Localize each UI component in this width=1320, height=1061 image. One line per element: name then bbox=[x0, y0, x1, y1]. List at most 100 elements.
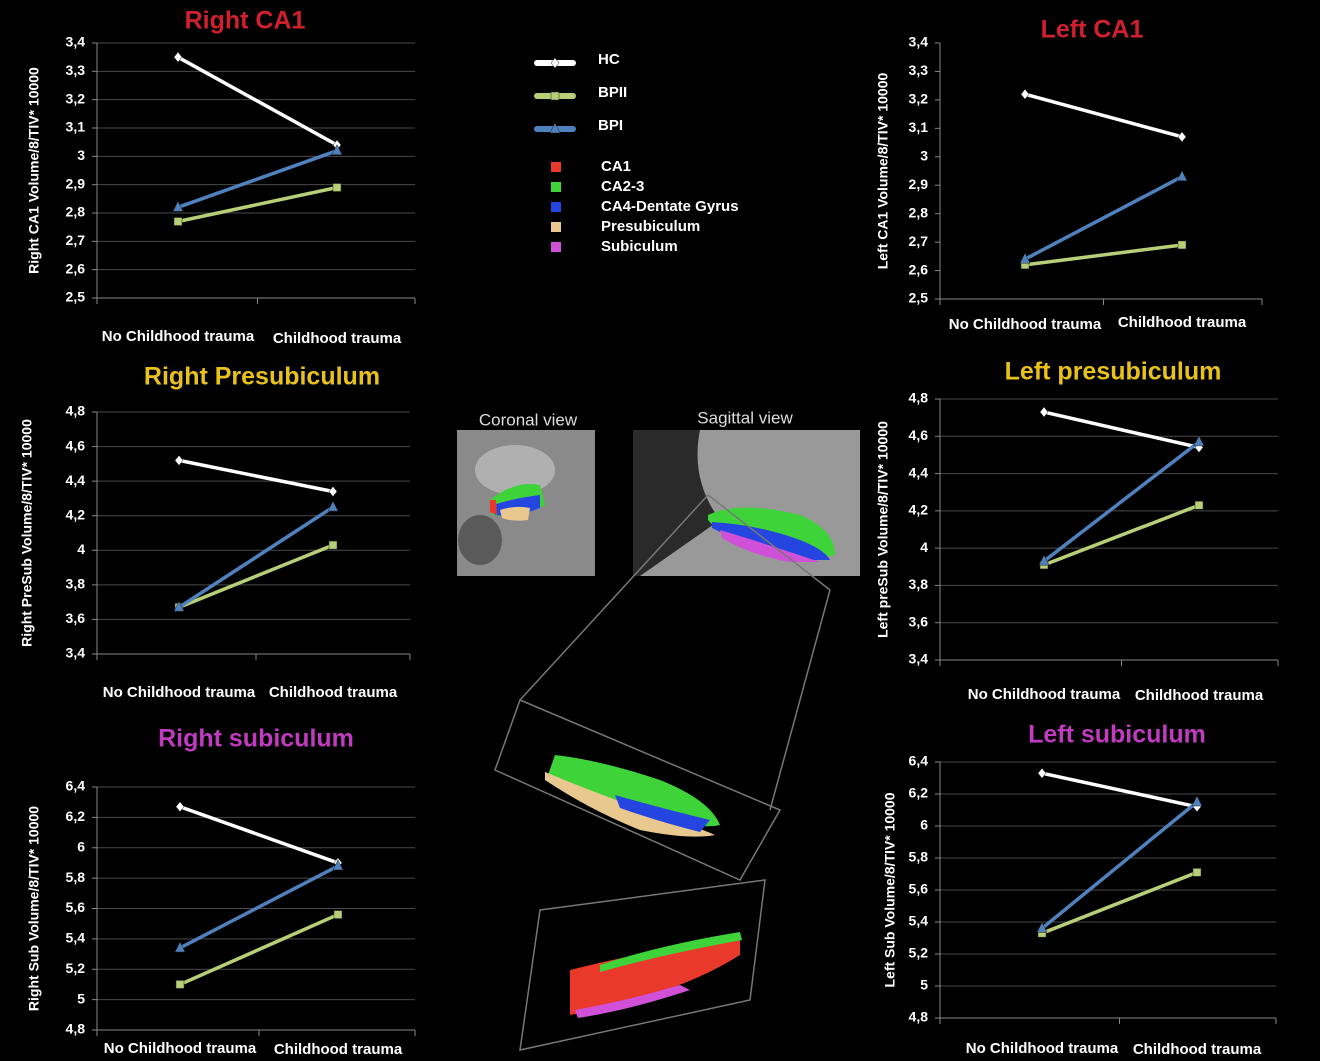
coronal-image bbox=[457, 430, 595, 576]
y-axis-label: Right Sub Volume/8/TIV* 10000 bbox=[26, 806, 42, 1011]
figure: Coronal view Sagittal view Right CA1Righ… bbox=[0, 0, 1320, 1061]
x-tick-label: No Childhood trauma bbox=[968, 686, 1121, 703]
y-tick-label: 6 bbox=[920, 817, 928, 833]
y-tick-label: 4,8 bbox=[66, 403, 86, 419]
y-tick-label: 3,2 bbox=[909, 91, 929, 107]
chart-title: Left subiculum bbox=[1028, 721, 1206, 749]
legend-label: Presubiculum bbox=[601, 218, 700, 235]
y-tick-label: 6,2 bbox=[909, 785, 929, 801]
y-tick-label: 6,4 bbox=[909, 753, 929, 769]
y-tick-label: 3,3 bbox=[909, 62, 929, 78]
y-tick-label: 3,8 bbox=[909, 576, 929, 592]
y-tick-label: 3,3 bbox=[66, 62, 86, 78]
y-tick-label: 5 bbox=[77, 990, 85, 1006]
y-tick-label: 4 bbox=[77, 541, 85, 557]
legend-swatch bbox=[551, 162, 561, 172]
legend-label: HC bbox=[598, 51, 620, 68]
y-tick-label: 6,2 bbox=[66, 808, 86, 824]
y-tick-label: 4,6 bbox=[66, 437, 86, 453]
x-tick-label: Childhood trauma bbox=[274, 1041, 403, 1058]
y-tick-label: 5,2 bbox=[66, 960, 86, 976]
y-tick-label: 5,8 bbox=[909, 849, 929, 865]
y-tick-label: 4 bbox=[920, 539, 928, 555]
x-tick-label: Childhood trauma bbox=[269, 684, 398, 701]
x-tick-label: Childhood trauma bbox=[1118, 314, 1247, 331]
x-tick-label: Childhood trauma bbox=[1135, 687, 1264, 704]
x-tick-label: No Childhood trauma bbox=[104, 1040, 257, 1057]
legend-label: CA1 bbox=[601, 158, 631, 175]
legend-marker bbox=[551, 92, 559, 100]
y-tick-label: 4,4 bbox=[66, 472, 86, 488]
y-tick-label: 2,8 bbox=[66, 204, 86, 220]
y-tick-label: 4,8 bbox=[909, 390, 929, 406]
y-tick-label: 4,8 bbox=[909, 1009, 929, 1025]
y-axis-label: Right CA1 Volume/8/TIV* 10000 bbox=[26, 67, 42, 274]
y-tick-label: 4,8 bbox=[66, 1021, 86, 1037]
legend-swatch bbox=[551, 222, 561, 232]
y-tick-label: 6,4 bbox=[66, 778, 86, 794]
chart-title: Left presubiculum bbox=[1005, 358, 1222, 386]
x-tick-label: No Childhood trauma bbox=[103, 684, 256, 701]
chart-title: Right subiculum bbox=[158, 725, 354, 753]
y-tick-label: 2,9 bbox=[909, 176, 929, 192]
y-tick-label: 2,7 bbox=[66, 232, 86, 248]
y-tick-label: 3 bbox=[920, 147, 928, 163]
legend-swatch bbox=[551, 182, 561, 192]
y-tick-label: 5,4 bbox=[909, 913, 929, 929]
legend-label: CA4-Dentate Gyrus bbox=[601, 198, 739, 215]
chart-title: Right CA1 bbox=[185, 7, 306, 35]
marker bbox=[333, 184, 341, 192]
y-tick-label: 2,9 bbox=[66, 175, 86, 191]
y-tick-label: 3,6 bbox=[66, 610, 86, 626]
y-axis-label: Right PreSub Volume/8/TIV* 10000 bbox=[19, 419, 35, 647]
marker bbox=[1193, 868, 1201, 876]
x-tick-label: Childhood trauma bbox=[273, 330, 402, 347]
marker bbox=[1195, 501, 1203, 509]
y-axis-label: Left preSub Volume/8/TIV* 10000 bbox=[875, 421, 891, 638]
marker bbox=[334, 911, 342, 919]
sagittal-image bbox=[633, 430, 860, 576]
y-tick-label: 4,2 bbox=[909, 502, 929, 518]
y-tick-label: 2,8 bbox=[909, 204, 929, 220]
page: {"chart_data": [ {"type": "line", "title… bbox=[0, 0, 1320, 1061]
legend-swatch bbox=[551, 242, 561, 252]
y-tick-label: 5,6 bbox=[66, 899, 86, 915]
y-tick-label: 6 bbox=[77, 838, 85, 854]
x-tick-label: No Childhood trauma bbox=[949, 316, 1102, 333]
image-label: Coronal view bbox=[479, 410, 578, 429]
marker bbox=[329, 541, 337, 549]
y-tick-label: 2,6 bbox=[909, 261, 929, 277]
legend-label: CA2-3 bbox=[601, 178, 644, 195]
legend-label: BPI bbox=[598, 117, 623, 134]
legend-label: Subiculum bbox=[601, 238, 678, 255]
y-tick-label: 5,6 bbox=[909, 881, 929, 897]
legend-swatch bbox=[551, 202, 561, 212]
y-tick-label: 5,2 bbox=[909, 945, 929, 961]
marker bbox=[176, 980, 184, 988]
y-tick-label: 4,2 bbox=[66, 506, 86, 522]
marker bbox=[1178, 241, 1186, 249]
y-tick-label: 2,6 bbox=[66, 260, 86, 276]
y-tick-label: 3,4 bbox=[909, 651, 929, 667]
y-tick-label: 5,4 bbox=[66, 930, 86, 946]
y-tick-label: 3 bbox=[77, 147, 85, 163]
y-tick-label: 2,5 bbox=[66, 289, 86, 305]
legend-label: BPII bbox=[598, 84, 627, 101]
marker bbox=[174, 218, 182, 226]
y-tick-label: 3,6 bbox=[909, 613, 929, 629]
y-axis-label: Left Sub Volume/8/TIV* 10000 bbox=[882, 792, 898, 987]
y-tick-label: 2,5 bbox=[909, 290, 929, 306]
y-tick-label: 3,8 bbox=[66, 576, 86, 592]
y-tick-label: 4,6 bbox=[909, 427, 929, 443]
y-tick-label: 3,4 bbox=[66, 645, 86, 661]
chart-title: Left CA1 bbox=[1041, 16, 1144, 44]
x-tick-label: Childhood trauma bbox=[1133, 1041, 1262, 1058]
x-tick-label: No Childhood trauma bbox=[966, 1040, 1119, 1057]
chart-title: Right Presubiculum bbox=[144, 363, 380, 391]
y-tick-label: 3,1 bbox=[909, 119, 929, 135]
y-tick-label: 5 bbox=[920, 977, 928, 993]
y-tick-label: 3,2 bbox=[66, 90, 86, 106]
y-tick-label: 3,4 bbox=[909, 34, 929, 50]
y-tick-label: 3,4 bbox=[66, 34, 86, 50]
x-tick-label: No Childhood trauma bbox=[102, 328, 255, 345]
